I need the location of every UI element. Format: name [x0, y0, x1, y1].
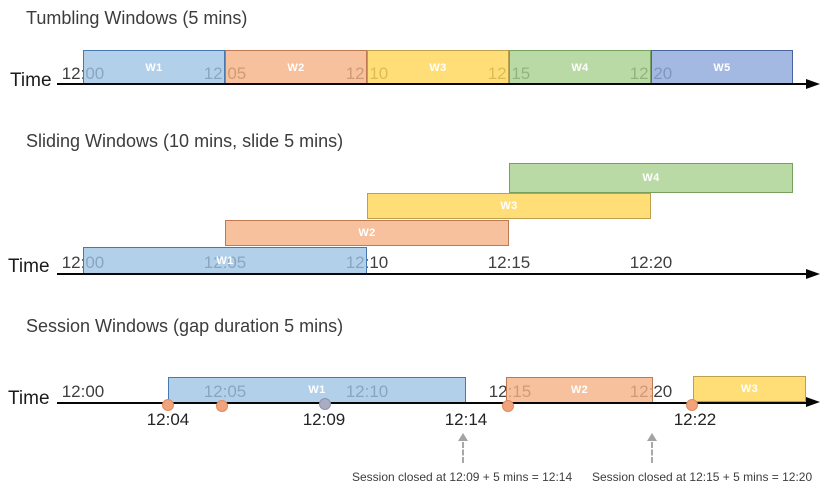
sliding-tick-1215: 12:15 [487, 253, 531, 272]
sliding-timeline-arrow-icon [806, 268, 820, 279]
session-close-arrow-1-stem [462, 442, 464, 463]
tumbling-window-w5: W5 [651, 50, 793, 85]
session-title: Session Windows (gap duration 5 mins) [26, 316, 344, 336]
session-close-arrow-2-stem [651, 442, 653, 463]
sliding-tick-1220: 12:20 [629, 253, 673, 272]
session-window-w3-label: W3 [740, 383, 759, 395]
tumbling-timeline [57, 82, 806, 86]
sliding-timeline [57, 272, 806, 276]
event-dot-1215-icon [502, 400, 514, 412]
sliding-window-w3: W3 [367, 193, 651, 219]
tumbling-axis-label: Time [10, 70, 52, 91]
event-dot-1204-icon [162, 399, 174, 411]
sliding-window-w1: W1 [83, 247, 367, 274]
session-close-arrow-2-icon [647, 433, 657, 441]
tumbling-window-w4: W4 [509, 50, 651, 85]
session-close-note-2: Session closed at 12:15 + 5 mins = 12:20 [592, 470, 813, 484]
sliding-window-w2: W2 [225, 220, 509, 246]
session-timeline [57, 401, 806, 405]
tumbling-title: Tumbling Windows (5 mins) [26, 8, 248, 28]
session-window-w1-label: W1 [308, 384, 326, 396]
session-tick-1200: 12:00 [61, 382, 105, 401]
session-timeline-arrow-icon [806, 397, 820, 408]
tumbling-window-w1-label: W1 [145, 61, 163, 74]
sliding-window-w4-label: W4 [642, 172, 660, 184]
event-time-1222: 12:22 [673, 410, 717, 429]
session-window-w3: W3 [693, 376, 806, 402]
event-time-1209: 12:09 [302, 410, 346, 429]
event-dot-1222-icon [686, 399, 698, 411]
tumbling-window-w2-label: W2 [287, 61, 305, 74]
session-window-w1: W1 [168, 377, 466, 403]
session-close-arrow-1-icon [458, 433, 468, 441]
sliding-window-w1-label: W1 [216, 254, 234, 267]
tumbling-timeline-arrow-icon [806, 78, 820, 89]
session-axis-label: Time [8, 388, 50, 409]
event-dot-1209-icon [319, 398, 331, 410]
tumbling-window-w3: W3 [367, 50, 509, 85]
session-close-note-1: Session closed at 12:09 + 5 mins = 12:14 [352, 470, 573, 484]
session-window-w2-label: W2 [570, 384, 589, 396]
tumbling-window-w3-label: W3 [429, 61, 447, 74]
sliding-title: Sliding Windows (10 mins, slide 5 mins) [26, 131, 344, 151]
tumbling-window-w2: W2 [225, 50, 367, 85]
tumbling-window-w4-label: W4 [571, 61, 589, 74]
event-time-1204: 12:04 [146, 410, 190, 429]
sliding-window-w3-label: W3 [500, 200, 518, 212]
event-dot-1205-icon [216, 400, 228, 412]
session-window-w2: W2 [506, 377, 653, 403]
tumbling-window-w1: W1 [83, 50, 225, 85]
sliding-window-w2-label: W2 [358, 227, 376, 239]
sliding-window-w4: W4 [509, 163, 793, 193]
sliding-axis-label: Time [8, 256, 50, 277]
tumbling-window-w5-label: W5 [713, 61, 731, 74]
event-time-1214: 12:14 [444, 410, 488, 429]
